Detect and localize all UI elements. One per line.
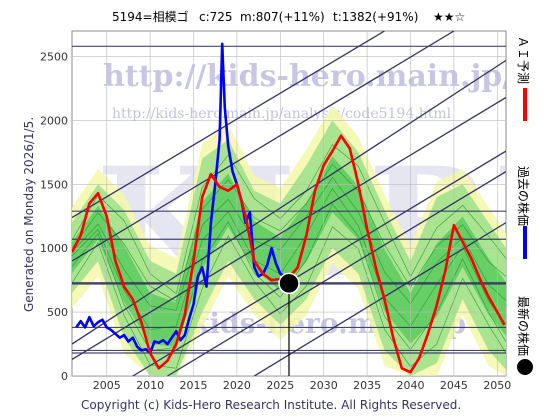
legend: ＡＩ予測 過去の株価 最新の株価 [516,36,533,375]
channel-line [72,31,385,219]
x-tick-label: 2035 [353,379,381,392]
y-tick-label: 2000 [40,114,68,127]
header-middle: m:807(+11%) [240,10,325,24]
generated-label: Generated on Monday 2026/1/5. [22,117,36,312]
y-tick-label: 1500 [40,178,68,191]
channel-line [72,59,506,345]
header-current: c:725 [199,10,233,24]
grid-lines [72,31,506,376]
legend-swatch-past [523,226,527,259]
legend-label-latest: 最新の株価 [516,296,531,356]
x-tick-label: 2025 [266,379,294,392]
x-tick-label: 2015 [180,379,208,392]
header-target: t:1382(+91%) [333,10,418,24]
latest-price-point [278,272,300,295]
forecast-band-core [72,156,506,348]
header-code: 5194=相模ゴ [112,9,189,24]
channel-lines [72,31,506,376]
y-tick-label: 1000 [40,242,68,255]
legend-swatch-latest [517,359,533,375]
x-tick-label: 2045 [440,379,468,392]
forecast-strand [72,176,506,311]
x-tick-label: 2030 [310,379,338,392]
channel-line [72,31,455,262]
legend-label-ai: ＡＩ予測 [516,36,530,84]
channel-line [72,96,506,360]
forecast-strand [72,187,506,330]
y-tick-label: 0 [61,370,68,383]
header-stars: ★★☆ [433,10,465,24]
watermark-url: http://kids-hero.main.jp/ [103,59,513,94]
x-tick-label: 2050 [483,379,511,392]
channel-line [253,222,506,376]
copyright-footer: Copyright (c) Kids-Hero Research Institu… [81,398,461,412]
legend-swatch-ai [523,88,527,121]
x-axis-ticks: 2005 2010 2015 2020 2025 2030 2035 2040 2045 2050 [93,379,512,392]
forecast-strand [72,163,506,302]
latest-marker [278,272,300,376]
channel-line [132,150,506,376]
x-tick-label: 2040 [397,379,425,392]
x-tick-label: 2005 [93,379,121,392]
y-tick-label: 500 [47,306,68,319]
watermark-analysis-url: http://kids-hero.main.jp/analysis/code51… [112,106,452,122]
channel-line [167,170,506,376]
y-tick-label: 2500 [40,51,68,64]
y-axis-ticks: 0 500 1000 1500 2000 2500 [40,51,68,383]
x-tick-label: 2020 [223,379,251,392]
forecast-strand [72,143,506,295]
legend-label-past: 過去の株価 [516,166,531,226]
x-tick-label: 2010 [136,379,164,392]
